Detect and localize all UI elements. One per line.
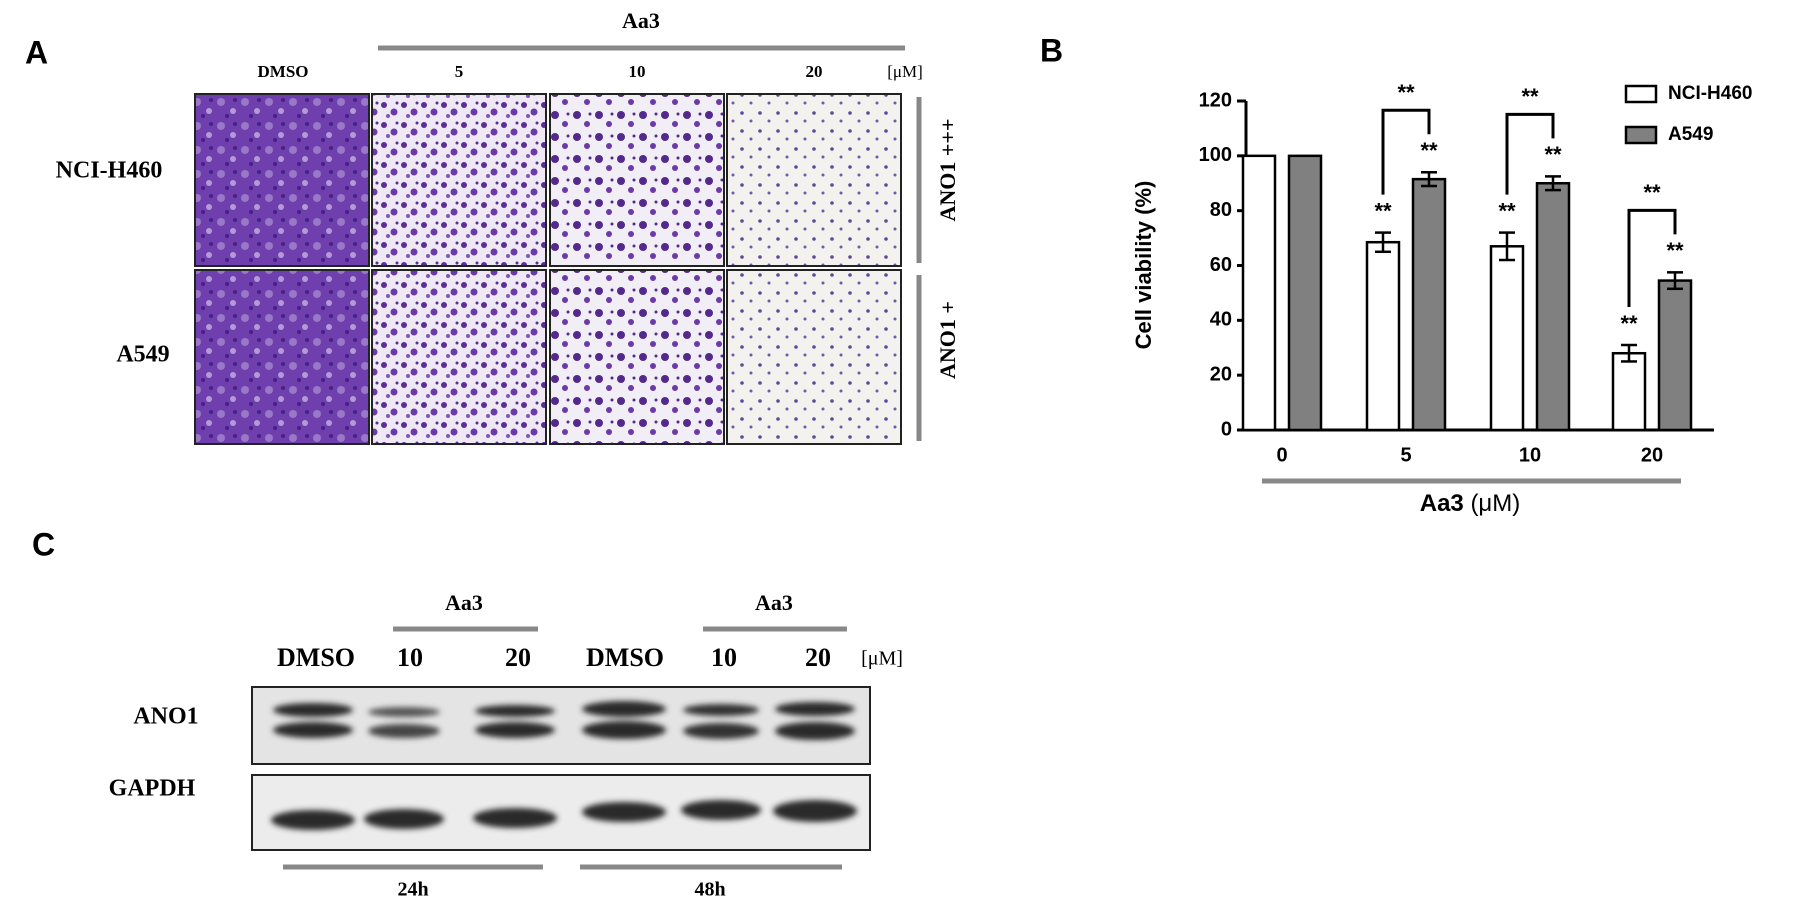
lane-label: 20 <box>805 643 831 672</box>
significance-label: ** <box>1666 238 1684 263</box>
legend-swatch <box>1624 125 1658 145</box>
bar <box>1287 154 1323 432</box>
y-tick-label: 120 <box>1199 89 1232 111</box>
x-tick-label: 10 <box>1519 444 1541 466</box>
pairwise-significance-label: ** <box>1521 84 1539 109</box>
significance-bracket <box>1505 112 1555 195</box>
y-axis-label: Cell viability (%) <box>1131 181 1156 350</box>
band <box>775 722 855 740</box>
band <box>773 800 857 822</box>
micrograph <box>726 269 902 445</box>
x-axis-label-unit: (μM) <box>1470 490 1520 517</box>
bar <box>1535 182 1571 432</box>
panel-label: C <box>32 526 55 562</box>
treatment-label: Aa3 <box>622 8 660 33</box>
significance-bracket <box>1627 208 1677 308</box>
panel-label: A <box>25 34 48 70</box>
x-axis-label: Aa3 (μM) <box>1420 490 1521 517</box>
band <box>475 722 555 738</box>
column-label: 20 <box>806 62 823 81</box>
band <box>271 810 355 830</box>
micrograph <box>549 93 725 267</box>
lane-label: DMSO <box>277 643 355 672</box>
band <box>368 724 440 738</box>
bar <box>1657 279 1693 432</box>
bar <box>1241 154 1277 432</box>
legend-swatch <box>1624 84 1658 104</box>
time-label: 48h <box>694 879 725 901</box>
band <box>473 808 557 828</box>
band <box>475 705 555 717</box>
y-tick-label: 100 <box>1199 144 1232 166</box>
band <box>368 707 440 717</box>
lane-label: 10 <box>711 643 737 672</box>
micrograph <box>371 269 547 445</box>
micrograph <box>371 93 547 267</box>
legend-label: A549 <box>1668 124 1713 145</box>
band <box>273 722 353 738</box>
y-tick-label: 40 <box>1210 309 1232 331</box>
x-tick-label: 20 <box>1641 444 1663 466</box>
band <box>775 702 855 716</box>
treatment-label: Aa3 <box>445 590 483 615</box>
column-label: 10 <box>629 62 646 81</box>
significance-label: ** <box>1420 138 1438 163</box>
bands <box>271 701 857 830</box>
blot <box>251 686 871 765</box>
treatment-label: Aa3 <box>755 590 793 615</box>
bar <box>1611 351 1647 432</box>
expression-label: ANO1 +++ <box>935 119 960 222</box>
y-tick-label: 20 <box>1210 363 1232 385</box>
panel-a: A Aa3 DMSO 5 10 20 [μM] NCI-H460 A549 AN… <box>25 8 960 445</box>
significance-label: ** <box>1498 198 1516 223</box>
column-label: 5 <box>455 62 464 81</box>
x-tick-label: 5 <box>1400 444 1411 466</box>
blot <box>251 774 871 851</box>
y-tick-label: 80 <box>1210 199 1232 221</box>
lane-label: DMSO <box>586 643 664 672</box>
y-tick-label: 60 <box>1210 254 1232 276</box>
column-label: DMSO <box>258 62 309 81</box>
row-label: A549 <box>116 342 169 368</box>
legend-label: NCI-H460 <box>1668 83 1752 104</box>
bar <box>1411 177 1447 432</box>
time-label: 24h <box>397 879 428 901</box>
significance-label: ** <box>1620 311 1638 336</box>
lane-label: 10 <box>397 643 423 672</box>
lane-label: 20 <box>505 643 531 672</box>
protein-label: ANO1 <box>133 704 198 730</box>
pairwise-significance-label: ** <box>1643 180 1661 205</box>
panel-label: B <box>1040 32 1063 68</box>
x-tick-label: 0 <box>1276 444 1287 466</box>
row-label: NCI-H460 <box>56 158 163 184</box>
band <box>582 701 666 717</box>
bar <box>1365 240 1401 432</box>
x-axis-label-main: Aa3 <box>1420 490 1464 517</box>
significance-label: ** <box>1544 142 1562 167</box>
band <box>681 800 761 820</box>
band <box>683 723 759 739</box>
panel-c: C Aa3 Aa3 DMSO 10 20 DMSO 10 20 [μM] ANO… <box>32 526 903 900</box>
band <box>683 704 759 716</box>
significance-bracket <box>1381 108 1431 195</box>
unit-label: [μM] <box>861 648 903 670</box>
band <box>273 703 353 717</box>
significance-label: ** <box>1374 198 1392 223</box>
micrograph <box>726 93 902 267</box>
band <box>582 802 666 822</box>
micrograph <box>549 269 725 445</box>
unit-label: [μM] <box>887 62 923 81</box>
band <box>364 809 444 829</box>
band <box>582 721 666 739</box>
micrograph <box>194 93 370 267</box>
pairwise-significance-label: ** <box>1397 80 1415 105</box>
micrograph <box>194 269 370 445</box>
panel-b: B Cell viability (%) Aa3 (μM) 0 20 40 60 80 1… <box>1040 32 1752 517</box>
y-tick-label: 0 <box>1221 418 1232 440</box>
expression-label: ANO1 + <box>935 301 960 379</box>
bar <box>1489 245 1525 432</box>
protein-label: GAPDH <box>109 776 196 802</box>
